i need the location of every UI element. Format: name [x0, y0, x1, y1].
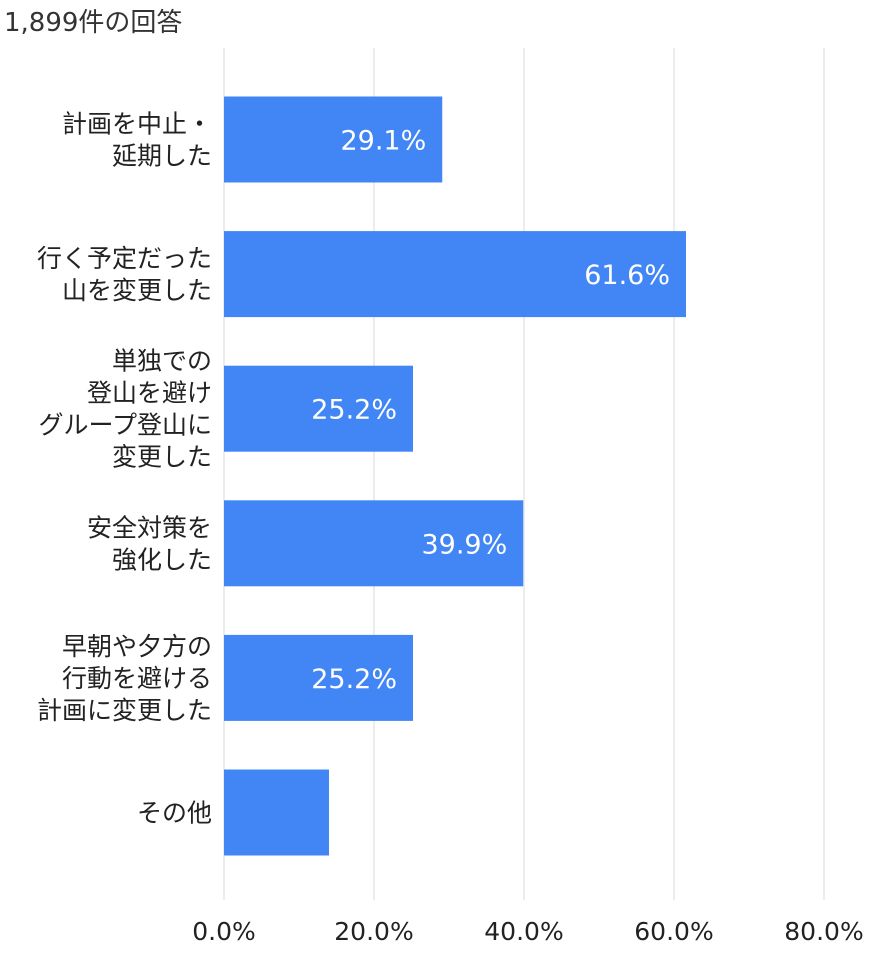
- category-label: 延期した: [112, 142, 212, 171]
- bar: [224, 96, 443, 183]
- bar: [224, 634, 413, 721]
- x-tick-label: 20.0%: [334, 917, 413, 946]
- bar: [224, 231, 686, 318]
- category-label: 登山を避け: [87, 379, 212, 408]
- category-label: 計画を中止・: [62, 110, 212, 139]
- value-label: 25.2%: [311, 395, 397, 426]
- value-label: 29.1%: [340, 126, 426, 157]
- category-label: 行く予定だった: [37, 244, 212, 273]
- value-label: 39.9%: [421, 529, 507, 560]
- value-label: 25.2%: [311, 664, 397, 695]
- bar: [224, 769, 329, 856]
- response-count: 1,899件の回答: [4, 8, 183, 38]
- category-label: 計画に変更した: [37, 696, 212, 725]
- category-label: 安全対策を: [87, 513, 212, 542]
- category-label: その他: [137, 799, 212, 828]
- value-label: 61.6%: [584, 260, 670, 291]
- x-tick-label: 0.0%: [192, 917, 256, 946]
- category-label: 強化した: [112, 545, 212, 574]
- x-tick-label: 80.0%: [784, 917, 863, 946]
- category-label: グループ登山に: [38, 411, 212, 440]
- x-tick-label: 40.0%: [484, 917, 563, 946]
- bar: [224, 500, 524, 587]
- category-label: 早朝や夕方の: [62, 632, 212, 661]
- x-tick-label: 60.0%: [634, 917, 713, 946]
- category-label: 行動を避ける: [62, 664, 212, 693]
- category-label: 単独での: [112, 347, 212, 376]
- category-label: 山を変更した: [62, 276, 212, 305]
- category-label: 変更した: [112, 443, 212, 472]
- bar: [224, 365, 413, 452]
